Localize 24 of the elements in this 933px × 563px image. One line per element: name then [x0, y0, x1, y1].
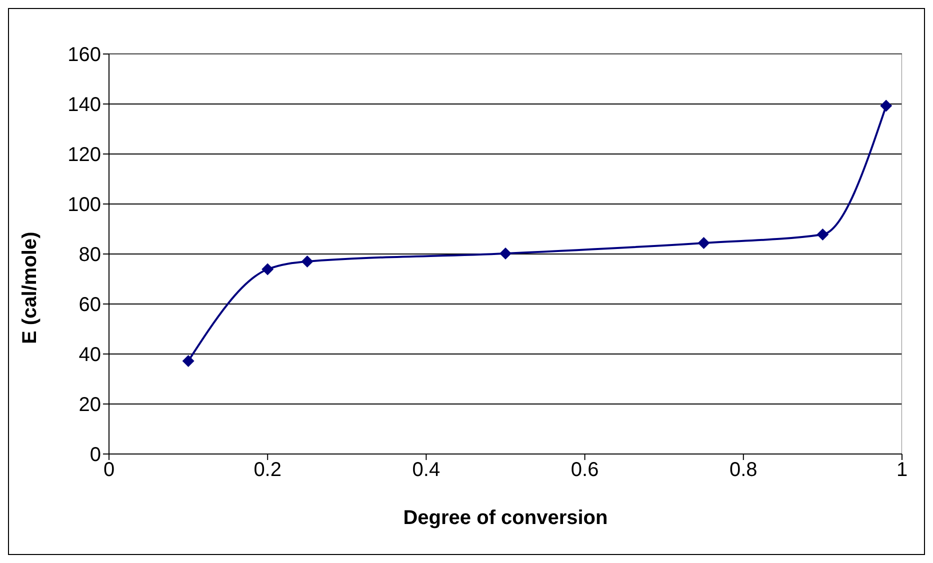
- x-tick-label: 0.2: [254, 459, 282, 482]
- point: [182, 355, 194, 367]
- y-tick-label: 80: [78, 244, 101, 266]
- y-tick-label: 20: [78, 394, 101, 416]
- x-axis-title: Degree of conversion: [403, 507, 608, 529]
- x-tick-label: 0.6: [570, 459, 599, 482]
- y-tick-label: 40: [78, 344, 101, 366]
- x-tick-label: 1: [896, 459, 908, 482]
- point: [698, 237, 710, 249]
- x-tick-label: 0.4: [412, 459, 440, 482]
- x-tick-label: 0: [103, 459, 115, 482]
- point: [262, 263, 274, 276]
- point: [816, 228, 829, 240]
- y-axis-title: E (cal/mole): [19, 232, 42, 344]
- y-tick-label: 0: [90, 444, 101, 466]
- y-tick-label: 160: [68, 44, 101, 66]
- y-tick-label: 60: [78, 294, 101, 316]
- point: [500, 248, 512, 260]
- x-tick-label: 0.8: [729, 459, 758, 482]
- y-tick-label: 140: [68, 94, 101, 116]
- y-tick-label: 100: [68, 194, 101, 216]
- point: [301, 256, 314, 268]
- point: [880, 100, 892, 112]
- y-tick-label: 120: [68, 144, 101, 166]
